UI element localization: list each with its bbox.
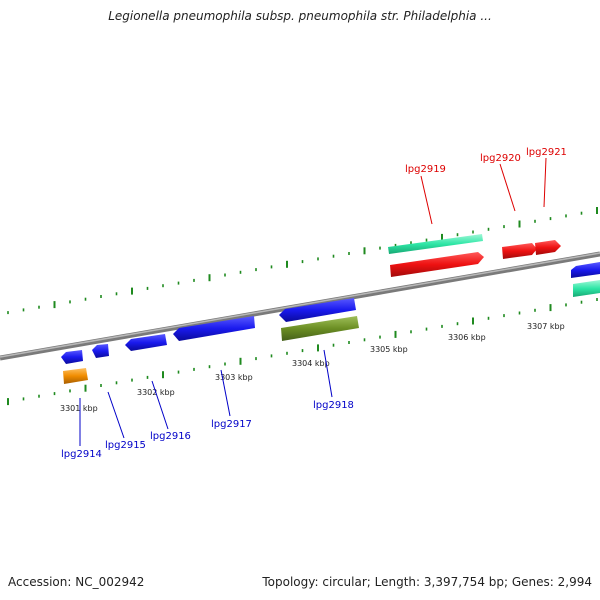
gene-label-lpg2915[interactable]: lpg2915 bbox=[105, 440, 146, 451]
leader-lpg2919 bbox=[420, 175, 433, 225]
leader-lpg2917 bbox=[220, 369, 231, 417]
leader-lpg2915 bbox=[107, 391, 125, 439]
gene-label-lpg2917[interactable]: lpg2917 bbox=[211, 419, 252, 430]
gene-lpg2919-teal[interactable] bbox=[388, 234, 483, 254]
gene-label-lpg2919[interactable]: lpg2919 bbox=[405, 164, 446, 175]
gene-lpg2917[interactable] bbox=[173, 316, 255, 341]
gene-lpg2914-orange[interactable] bbox=[63, 368, 88, 384]
gene-lpg2919-red[interactable] bbox=[390, 252, 484, 277]
genome-title: Legionella pneumophila subsp. pneumophil… bbox=[108, 9, 492, 23]
topology-text: Topology: circular; Length: 3,397,754 bp… bbox=[262, 575, 592, 589]
scale-label-3304: 3304 kbp bbox=[292, 359, 330, 368]
accession-text: Accession: NC_002942 bbox=[8, 575, 145, 589]
gene-lpg2920[interactable] bbox=[502, 243, 537, 259]
genome-backbone bbox=[0, 251, 600, 361]
gene-label-lpg2916[interactable]: lpg2916 bbox=[150, 431, 191, 442]
gene-label-lpg2920[interactable]: lpg2920 bbox=[480, 153, 521, 164]
gene-right-blue[interactable] bbox=[571, 262, 600, 278]
scale-label-3301: 3301 kbp bbox=[60, 404, 98, 413]
leader-lpg2920 bbox=[499, 163, 516, 212]
genome-backbone-highlight bbox=[0, 252, 600, 358]
scale-label-3307: 3307 kbp bbox=[527, 322, 565, 331]
leader-lpg2918 bbox=[323, 349, 333, 398]
gene-label-lpg2921[interactable]: lpg2921 bbox=[526, 147, 567, 158]
gene-label-lpg2918[interactable]: lpg2918 bbox=[313, 400, 354, 411]
gene-lpg2918-olive[interactable] bbox=[281, 316, 359, 341]
tick-row-upper bbox=[7, 207, 598, 315]
leader-lpg2921 bbox=[543, 157, 547, 208]
leader-lpg2916 bbox=[151, 380, 169, 430]
gene-right-teal[interactable] bbox=[573, 280, 600, 297]
gene-lpg2916[interactable] bbox=[125, 334, 167, 351]
scale-label-3306: 3306 kbp bbox=[448, 333, 486, 342]
gene-lpg2918-blue[interactable] bbox=[279, 298, 356, 322]
scale-label-3303: 3303 kbp bbox=[215, 373, 253, 382]
gene-lpg2914[interactable] bbox=[61, 350, 83, 364]
gene-lpg2915[interactable] bbox=[92, 344, 109, 358]
scale-label-3305: 3305 kbp bbox=[370, 345, 408, 354]
tick-row-lower bbox=[7, 298, 598, 406]
gene-lpg2921[interactable] bbox=[535, 240, 561, 255]
gene-label-lpg2914[interactable]: lpg2914 bbox=[61, 449, 102, 460]
